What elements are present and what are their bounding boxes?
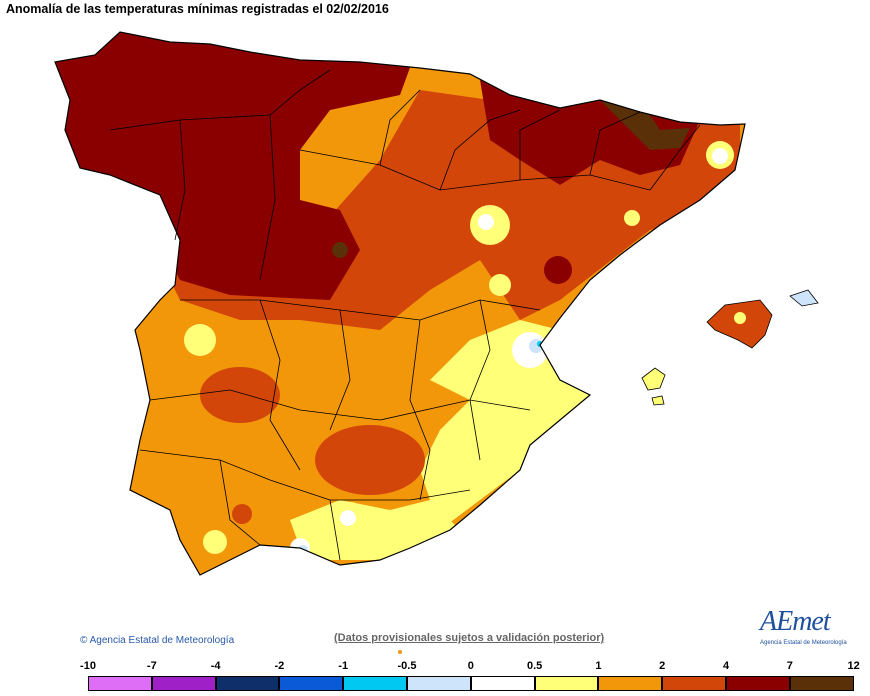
island-mallorca <box>706 299 773 349</box>
zone-brown-pyrenees <box>600 100 690 150</box>
spot-pale-yellow <box>489 274 511 296</box>
legend-swatch <box>789 676 854 691</box>
legend-tick-label: -7 <box>146 660 157 672</box>
peninsula-anomaly-field <box>55 32 745 575</box>
spot-pale-yellow <box>734 312 746 324</box>
legend-tick-label: -4 <box>210 660 221 672</box>
logo-wordmark: AEmet <box>760 606 831 637</box>
legend-swatch <box>215 676 280 691</box>
aemet-logo: AEmet Agencia Estatal de Meteorología <box>760 606 847 652</box>
legend-tick-label: 0.5 <box>526 660 543 672</box>
legend-tick-label: 12 <box>847 660 860 672</box>
zone-dark-red-northwest <box>55 32 420 300</box>
zone-pale-yellow-east <box>420 320 590 530</box>
zone-red-orange-mancha <box>315 425 425 495</box>
spot-pale-yellow <box>184 324 216 356</box>
copyright-text: Agencia Estatal de Meteorología <box>89 635 235 646</box>
provisional-data-notice: (Datos provisionales sujetos a validació… <box>334 632 605 644</box>
legend-tick-label: 2 <box>659 660 666 672</box>
copyright-icon: © <box>80 635 88 646</box>
legend-tick-label: -10 <box>80 660 96 672</box>
legend-tick-label: -0.5 <box>397 660 417 672</box>
scale-marker-dot <box>398 650 402 654</box>
spot-pale-yellow <box>203 530 227 554</box>
legend-swatch <box>151 676 216 691</box>
map-title: Anomalía de las temperaturas mínimas reg… <box>6 2 389 16</box>
spot-dark-red <box>544 256 572 284</box>
spot-brown <box>332 242 348 258</box>
legend-swatch <box>88 676 152 691</box>
legend-swatch <box>279 676 344 691</box>
legend-tick-label: 7 <box>786 660 793 672</box>
legend-swatch <box>343 676 407 691</box>
province-borders <box>109 69 701 561</box>
spot-red-orange <box>232 504 252 524</box>
island-formentera <box>651 395 665 406</box>
legend-tick-label: -2 <box>274 660 285 672</box>
legend-swatch <box>470 676 535 691</box>
legend-tick-label: 4 <box>722 660 730 672</box>
copyright-notice: © Agencia Estatal de Meteorología <box>80 635 234 646</box>
spot-white <box>478 214 494 230</box>
legend-tick-label: 1 <box>595 660 602 672</box>
legend-tick-label: 0 <box>467 660 474 672</box>
legend-swatch <box>662 676 726 691</box>
legend-swatch <box>726 676 790 691</box>
color-legend: -10 -7 -4 -2 -1 -0.5 0 0.5 1 2 4 7 12 <box>60 660 870 696</box>
legend-swatch <box>598 676 663 691</box>
logo-subtitle: Agencia Estatal de Meteorología <box>760 640 847 646</box>
spot-pale-yellow <box>624 210 640 226</box>
island-ibiza <box>641 367 666 391</box>
island-menorca <box>789 289 819 307</box>
spot-pale-blue <box>298 545 308 555</box>
balearic-islands <box>641 289 819 406</box>
zone-red-orange-extremadura <box>200 367 280 423</box>
legend-swatch <box>534 676 599 691</box>
legend-tick-label: -1 <box>338 660 349 672</box>
spot-white <box>712 148 728 164</box>
peninsula-coastline <box>54 31 746 576</box>
legend-swatch <box>407 676 471 691</box>
spot-white <box>340 510 356 526</box>
